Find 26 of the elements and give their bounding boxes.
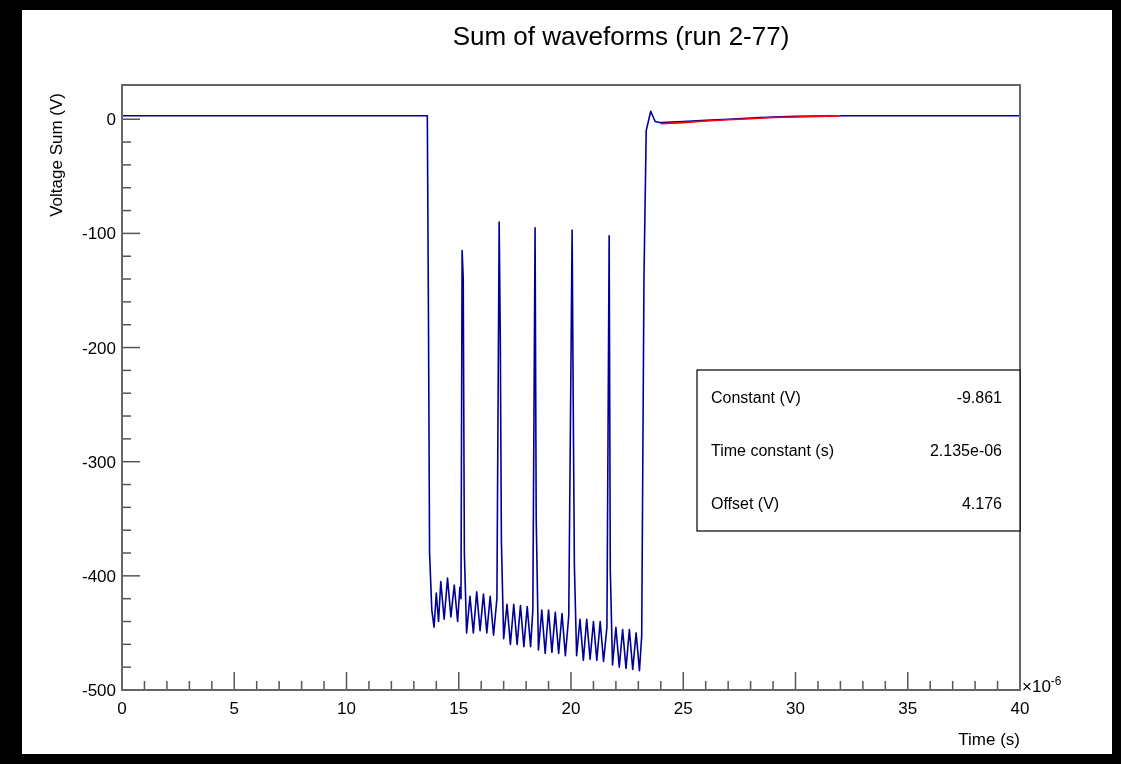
text: ×10$^{-6}$ (1022, 674, 1062, 696)
y-tick-label: -100 (81, 224, 116, 244)
annotation: Constant (V) (711, 389, 801, 406)
x-tick-label: 25 (673, 699, 693, 718)
annotation: -9.861 (956, 389, 1003, 406)
x-axis-title: Time (s) (958, 730, 1020, 749)
x-tick-label: 20 (561, 699, 581, 718)
line-series (660, 115, 842, 125)
x-tick-label: 10 (337, 699, 356, 718)
x-tick-label: 30 (786, 699, 805, 718)
y-axis-title: Voltage Sum (V) (47, 93, 66, 217)
y-tick-label: -500 (81, 681, 116, 700)
y-tick-label: -200 (81, 338, 116, 358)
y-tick-label: -400 (81, 566, 116, 586)
annotation: Time constant (s) (711, 442, 834, 459)
x-tick-label: 15 (449, 699, 469, 718)
x-tick-label: 40 (1010, 699, 1030, 718)
x-tick-label: 5 (229, 699, 239, 718)
chart-title: Sum of waveforms (run 2-77) (452, 21, 790, 51)
y-tick-label: 0 (106, 110, 116, 130)
line-series (121, 110, 1021, 672)
annotation: Offset (V) (711, 495, 780, 512)
annotation: 2.135e-06 (929, 442, 1003, 459)
annotation: 4.176 (961, 495, 1003, 512)
x-tick-label: 35 (898, 699, 918, 718)
y-tick-label: -300 (81, 452, 116, 472)
